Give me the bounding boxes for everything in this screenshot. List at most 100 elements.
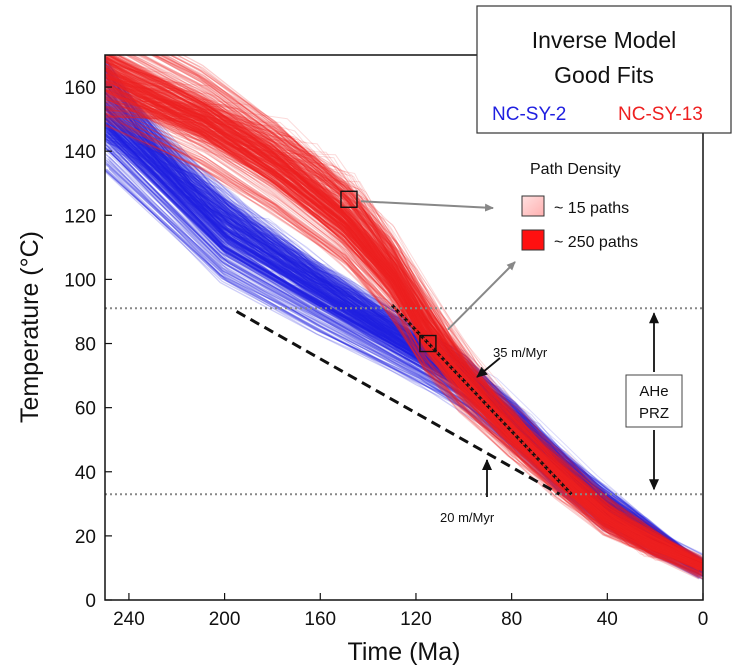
model-path-core [141, 55, 700, 562]
model-path [105, 88, 703, 564]
model-path [105, 83, 703, 565]
model-path-core [105, 105, 703, 565]
model-path [105, 98, 703, 568]
x-tick-label: 200 [209, 609, 241, 630]
model-path [105, 113, 703, 564]
model-path-core [108, 108, 703, 573]
model-path [105, 98, 703, 564]
prz-label: AHe PRZ [625, 374, 683, 428]
model-path [105, 60, 703, 568]
density-low-swatch [521, 195, 545, 217]
model-path-core [105, 89, 702, 562]
model-path-core [164, 55, 700, 562]
x-tick-label: 40 [597, 609, 618, 630]
model-path [105, 95, 703, 570]
model-path-core [105, 74, 703, 561]
model-path-core [105, 123, 702, 576]
rate-line-35 [390, 304, 573, 496]
model-path [105, 75, 703, 568]
model-path [105, 96, 703, 568]
model-path [105, 63, 703, 571]
model-path [105, 124, 703, 566]
rate-label-20: 20 m/Myr [440, 510, 495, 525]
model-path-core [154, 55, 703, 560]
legend-title-line2: Good Fits [554, 62, 654, 88]
model-path [105, 111, 703, 572]
model-path [105, 97, 703, 570]
model-path [105, 101, 703, 565]
model-path-core [105, 170, 700, 580]
rate-line-20 [235, 310, 561, 496]
model-path [105, 55, 703, 568]
model-path-core [141, 55, 703, 563]
model-path-core [105, 89, 703, 563]
model-path-core [105, 73, 703, 561]
model-path [105, 83, 703, 570]
model-path [105, 94, 703, 565]
model-path [105, 108, 703, 563]
model-path-core [105, 117, 699, 577]
legend-series-nc-sy-2: NC-SY-2 [492, 104, 566, 125]
model-path-core [105, 113, 703, 577]
model-path [105, 70, 703, 567]
y-axis-title: Temperature (°C) [16, 231, 44, 423]
model-path-core [108, 87, 701, 565]
model-path-core [105, 96, 703, 562]
model-path-core [105, 93, 700, 563]
model-path [105, 66, 703, 571]
model-path [105, 85, 703, 568]
model-path-core [105, 107, 703, 566]
model-path [105, 129, 703, 571]
model-path [105, 133, 703, 566]
model-path-core [161, 55, 699, 558]
model-path [105, 141, 703, 569]
model-path-core [106, 71, 703, 571]
legend: Inverse Model Good Fits NC-SY-2 NC-SY-13 [476, 5, 732, 134]
model-path [105, 102, 703, 568]
model-path [105, 142, 703, 563]
model-path [105, 59, 703, 572]
model-path [105, 101, 703, 563]
model-path [105, 74, 703, 566]
model-path [105, 81, 703, 568]
y-tick-label: 80 [75, 335, 96, 356]
model-path [105, 61, 703, 564]
model-path-core [152, 55, 701, 559]
model-path-core [106, 102, 703, 567]
model-path [105, 67, 703, 563]
y-tick-label: 140 [64, 142, 96, 163]
density-low-arrow [360, 200, 494, 212]
model-path [105, 82, 703, 569]
model-path [105, 120, 703, 569]
legend-series-nc-sy-13: NC-SY-13 [618, 104, 703, 125]
model-path [105, 63, 703, 568]
model-path [105, 100, 703, 567]
model-path-core [105, 92, 699, 566]
model-path [105, 82, 703, 565]
model-path-core [105, 112, 701, 570]
model-path [105, 81, 703, 572]
model-path [105, 114, 703, 564]
legend-box [476, 5, 732, 134]
model-path [105, 107, 703, 566]
y-axis: 0 20 40 60 80 100 120 140 160 [64, 78, 112, 612]
model-path [105, 136, 703, 568]
model-path-core [105, 124, 700, 580]
model-path-core [106, 98, 703, 565]
model-path [105, 88, 703, 564]
y-tick-label: 60 [75, 399, 96, 420]
model-path [105, 70, 703, 572]
model-path [105, 135, 703, 563]
model-path [105, 71, 703, 570]
model-path [105, 65, 703, 568]
model-path-core [108, 91, 702, 567]
model-path [105, 115, 703, 567]
model-path [105, 80, 703, 564]
high-density-marker [419, 334, 437, 353]
path-density-title: Path Density [530, 161, 621, 178]
model-path-core [105, 95, 703, 560]
model-path [105, 121, 703, 572]
model-path-core [106, 73, 703, 559]
model-path-core [160, 55, 703, 561]
